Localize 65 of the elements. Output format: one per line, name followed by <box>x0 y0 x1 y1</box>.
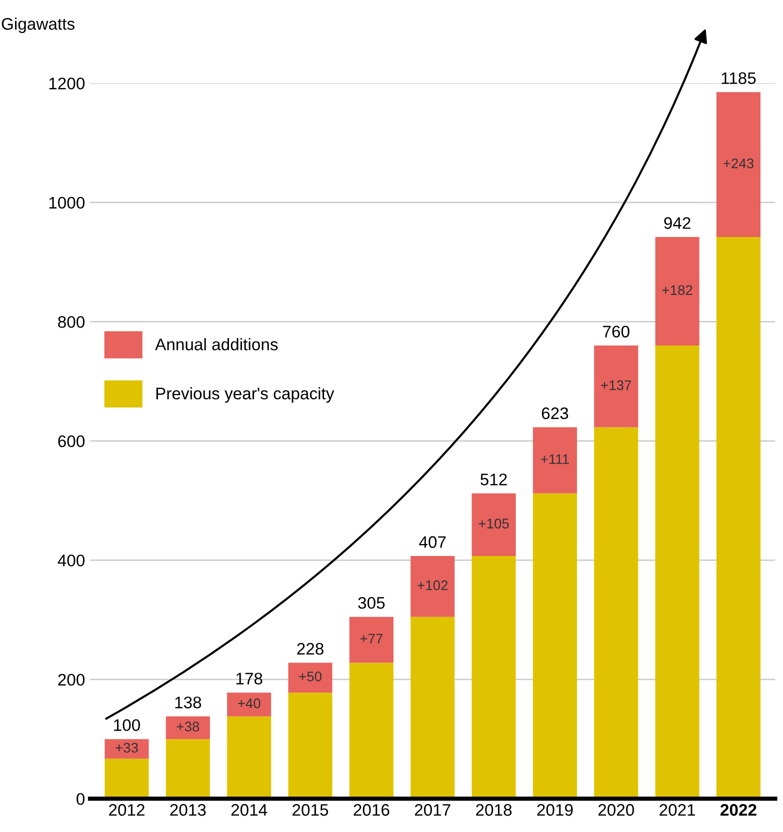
x-tick-label: 2020 <box>598 804 634 816</box>
bar <box>716 237 760 799</box>
bar <box>594 427 638 799</box>
total-label: 407 <box>419 536 446 548</box>
total-label: 1185 <box>722 72 756 84</box>
y-tick-label: 1200 <box>49 78 85 90</box>
bar <box>227 692 272 716</box>
bar <box>472 493 516 556</box>
bar <box>104 758 149 799</box>
data-label: +33 <box>116 742 138 753</box>
bar <box>532 427 577 494</box>
data-label: +105 <box>478 518 509 528</box>
y-tick-label: 800 <box>58 316 85 328</box>
x-tick-label: 2012 <box>109 804 144 816</box>
legend-label: Previous year's capacity <box>156 387 334 403</box>
total-label: 623 <box>542 407 568 420</box>
bar <box>288 692 332 799</box>
x-tick-label: 2014 <box>231 804 268 816</box>
bar <box>532 493 577 799</box>
bar <box>594 346 638 428</box>
total-label: 100 <box>114 719 140 732</box>
bar <box>104 739 149 759</box>
data-label: +102 <box>418 580 448 590</box>
y-axis-title: Gigawatts <box>2 18 74 34</box>
x-tick-label: 2015 <box>292 804 328 816</box>
total-label: 305 <box>358 596 385 609</box>
total-label: 138 <box>175 696 202 708</box>
total-label: 760 <box>603 326 630 338</box>
data-label: +50 <box>299 672 322 682</box>
bar <box>166 739 210 799</box>
data-label: +77 <box>360 634 383 644</box>
data-label: +182 <box>662 285 692 296</box>
data-label: +38 <box>176 722 200 732</box>
x-tick-label: 2013 <box>170 804 206 816</box>
bar <box>349 662 394 799</box>
bar <box>655 346 700 799</box>
x-tick-label: 2017 <box>414 804 450 816</box>
y-tick-label: 0 <box>76 793 85 805</box>
legend-label: Annual additions <box>155 338 278 350</box>
total-label: 178 <box>236 672 262 685</box>
bar <box>716 92 760 238</box>
bar <box>410 616 455 799</box>
bar <box>349 616 394 663</box>
data-label: +243 <box>724 158 754 168</box>
x-tick-label: 2016 <box>354 804 390 816</box>
total-label: 228 <box>297 642 324 655</box>
x-tick-label: 2021 <box>660 804 696 816</box>
data-label: +40 <box>238 698 260 708</box>
bar <box>410 556 455 617</box>
x-tick-label: 2018 <box>476 804 512 816</box>
y-tick-label: 200 <box>58 674 85 686</box>
y-tick-label: 1000 <box>49 196 85 209</box>
total-label: 942 <box>664 217 690 229</box>
y-tick-label: 400 <box>58 554 85 566</box>
total-label: 512 <box>480 474 507 486</box>
data-label: +111 <box>541 454 569 464</box>
bar <box>227 716 272 799</box>
y-tick-label: 600 <box>58 435 85 448</box>
x-tick-label: 2022 <box>720 804 756 816</box>
bar <box>166 716 210 740</box>
bar <box>472 556 516 799</box>
bar <box>288 662 332 693</box>
x-tick-label: 2019 <box>537 804 573 816</box>
data-label: +137 <box>601 380 632 390</box>
bar <box>655 237 700 346</box>
